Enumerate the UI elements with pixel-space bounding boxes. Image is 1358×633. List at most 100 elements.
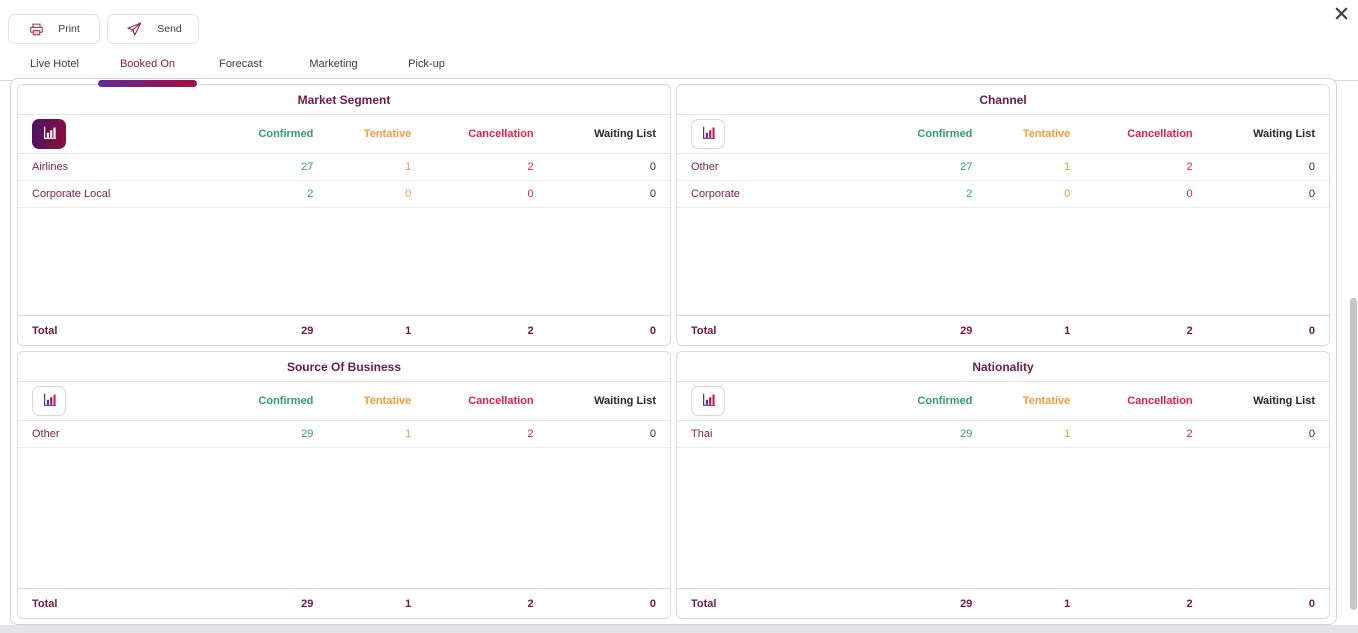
total-row: Total 29 1 2 0 (18, 588, 670, 618)
close-icon (1335, 7, 1347, 20)
cell-tentative: 1 (1064, 428, 1071, 440)
column-header-waiting-list: Waiting List (594, 128, 656, 140)
total-cell-waiting-list: 0 (649, 597, 656, 610)
cell-waiting-list: 0 (649, 161, 656, 173)
row-label: Corporate Local (32, 188, 111, 200)
row-label: Other (32, 428, 60, 440)
cell-cancellation: 2 (527, 161, 534, 173)
bar-chart-icon (42, 392, 57, 410)
table-row[interactable]: Corporate 2 0 0 0 (677, 181, 1329, 208)
panel-empty-space (18, 448, 670, 588)
cell-confirmed: 27 (301, 161, 314, 173)
total-cell-confirmed: 29 (960, 597, 973, 610)
total-cell-confirmed: 29 (301, 597, 314, 610)
print-button-label: Print (58, 23, 80, 35)
tab-bar: Live Hotel Booked On Forecast Marketing Pick… (8, 58, 473, 87)
tab-label: Marketing (309, 58, 358, 70)
column-header-cancellation: Cancellation (1127, 128, 1193, 140)
cell-confirmed: 2 (307, 188, 314, 200)
panel-empty-space (677, 208, 1329, 315)
cell-cancellation: 2 (1186, 161, 1193, 173)
chart-view-button[interactable] (32, 119, 66, 149)
chart-icon-cell (691, 119, 856, 149)
cell-tentative: 0 (1064, 188, 1071, 200)
total-label: Total (691, 597, 717, 610)
row-label: Thai (691, 428, 713, 440)
chart-icon-cell (691, 386, 856, 416)
cell-cancellation: 2 (527, 428, 534, 440)
cell-tentative: 1 (405, 161, 412, 173)
column-header-tentative: Tentative (363, 128, 412, 140)
table-row[interactable]: Corporate Local 2 0 0 0 (18, 181, 670, 208)
total-cell-confirmed: 29 (301, 324, 314, 337)
close-button[interactable] (1330, 3, 1352, 25)
cell-confirmed: 27 (960, 161, 973, 173)
report-panel-channel: Channel Confirmed Tentative Cancellation Wai… (676, 84, 1330, 346)
row-label: Corporate (691, 188, 740, 200)
panel-column-header-row: Confirmed Tentative Cancellation Waiting Li… (677, 382, 1329, 421)
column-header-tentative: Tentative (1022, 395, 1071, 407)
bar-chart-icon (701, 125, 716, 143)
total-cell-cancellation: 2 (1186, 597, 1193, 610)
cell-cancellation: 0 (527, 188, 534, 200)
panel-title: Channel (677, 85, 1329, 115)
tab-pick-up[interactable]: Pick-up (380, 58, 473, 84)
cell-confirmed: 29 (960, 428, 973, 440)
table-row[interactable]: Thai 29 1 2 0 (677, 421, 1329, 448)
column-header-confirmed: Confirmed (917, 128, 973, 140)
cell-waiting-list: 0 (1308, 188, 1315, 200)
cell-cancellation: 2 (1186, 428, 1193, 440)
bottom-scrollbar-track[interactable] (0, 625, 1358, 633)
cell-waiting-list: 0 (1308, 161, 1315, 173)
tab-forecast[interactable]: Forecast (194, 58, 287, 84)
total-label: Total (32, 324, 58, 337)
cell-tentative: 0 (405, 188, 412, 200)
cell-waiting-list: 0 (649, 428, 656, 440)
chart-view-button[interactable] (691, 119, 725, 149)
column-header-waiting-list: Waiting List (594, 395, 656, 407)
total-row: Total 29 1 2 0 (18, 315, 670, 345)
tab-marketing[interactable]: Marketing (287, 58, 380, 84)
total-cell-waiting-list: 0 (649, 324, 656, 337)
panel-empty-space (677, 448, 1329, 588)
tab-label: Forecast (219, 58, 262, 70)
total-cell-tentative: 1 (405, 324, 412, 337)
column-header-confirmed: Confirmed (917, 395, 973, 407)
tab-label: Pick-up (408, 58, 445, 70)
table-row[interactable]: Other 27 1 2 0 (677, 154, 1329, 181)
column-header-cancellation: Cancellation (468, 395, 534, 407)
table-row[interactable]: Airlines 27 1 2 0 (18, 154, 670, 181)
total-row: Total 29 1 2 0 (677, 588, 1329, 618)
chart-view-button[interactable] (32, 386, 66, 416)
cell-tentative: 1 (1064, 161, 1071, 173)
row-label: Other (691, 161, 719, 173)
cell-cancellation: 0 (1186, 188, 1193, 200)
column-header-confirmed: Confirmed (258, 128, 314, 140)
column-header-waiting-list: Waiting List (1253, 395, 1315, 407)
table-row[interactable]: Other 29 1 2 0 (18, 421, 670, 448)
report-panel-market-segment: Market Segment Confirmed Tentative Cancella… (17, 84, 671, 346)
total-cell-waiting-list: 0 (1308, 597, 1315, 610)
tab-label: Live Hotel (30, 58, 79, 70)
cell-waiting-list: 0 (649, 188, 656, 200)
bar-chart-icon (42, 125, 57, 143)
total-label: Total (691, 324, 717, 337)
send-button[interactable]: Send (107, 14, 199, 44)
panel-title: Nationality (677, 352, 1329, 382)
print-button[interactable]: Print (8, 14, 100, 44)
printer-icon (30, 23, 44, 35)
row-label: Airlines (32, 161, 69, 173)
report-panels-container: Market Segment Confirmed Tentative Cancella… (10, 78, 1337, 625)
report-panel-source-of-business: Source Of Business Confirmed Tentative Canc… (17, 351, 671, 619)
vertical-scrollbar-thumb[interactable] (1350, 298, 1357, 610)
total-row: Total 29 1 2 0 (677, 315, 1329, 345)
total-cell-cancellation: 2 (527, 324, 534, 337)
total-cell-cancellation: 2 (527, 597, 534, 610)
active-tab-underline (98, 80, 197, 87)
panel-title: Market Segment (18, 85, 670, 115)
chart-view-button[interactable] (691, 386, 725, 416)
total-cell-tentative: 1 (1064, 597, 1071, 610)
tab-booked-on[interactable]: Booked On (98, 58, 197, 87)
tab-live-hotel[interactable]: Live Hotel (8, 58, 101, 84)
total-cell-tentative: 1 (1064, 324, 1071, 337)
